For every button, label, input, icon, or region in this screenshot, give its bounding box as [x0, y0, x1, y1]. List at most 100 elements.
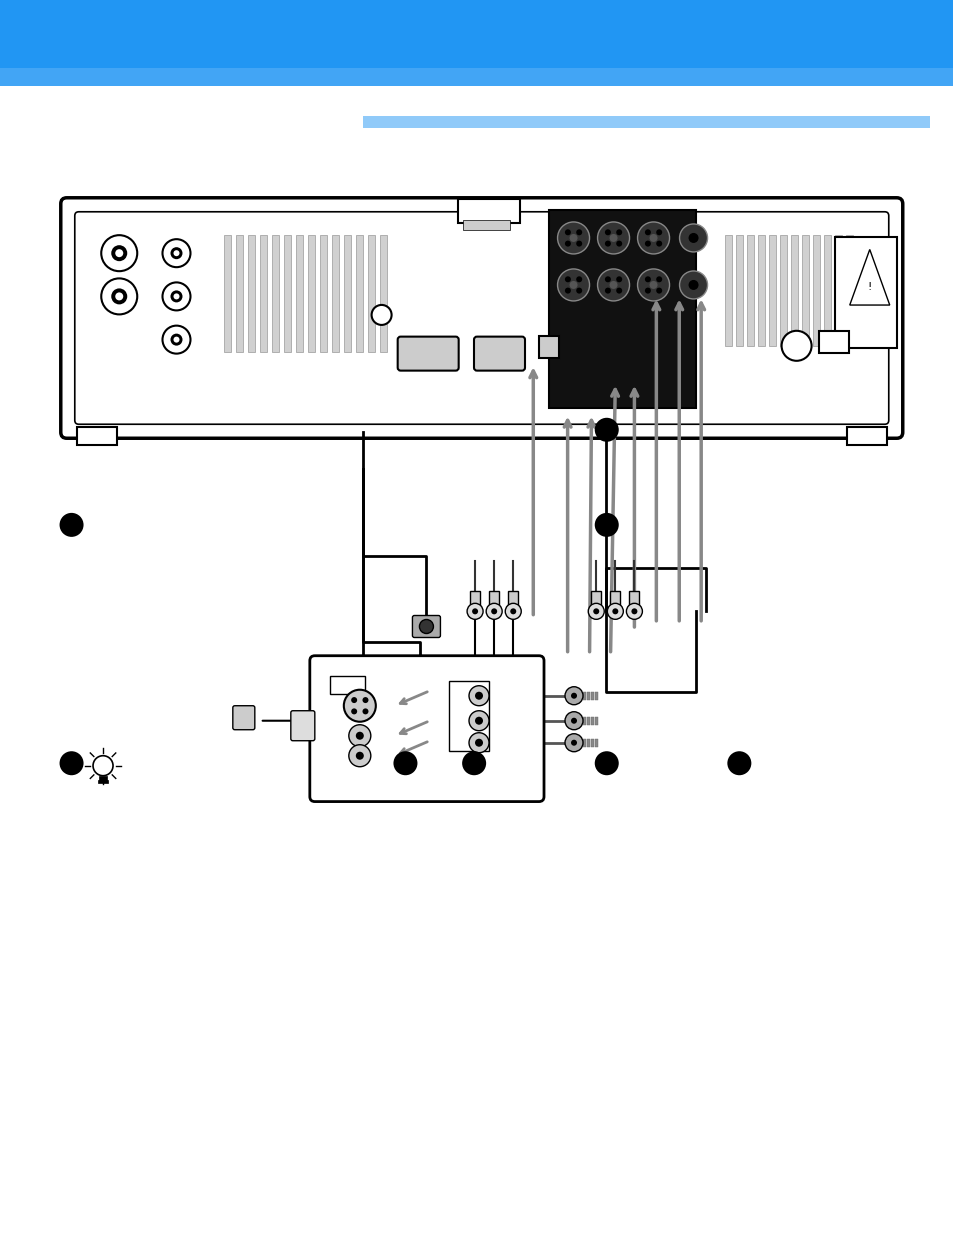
Circle shape: [571, 718, 577, 724]
Bar: [462, 220, 510, 230]
Bar: [332, 235, 339, 352]
Bar: [260, 235, 267, 352]
Circle shape: [564, 687, 582, 705]
Circle shape: [171, 247, 182, 259]
Circle shape: [101, 235, 137, 272]
Circle shape: [173, 337, 179, 342]
Bar: [380, 235, 387, 352]
Circle shape: [362, 697, 368, 703]
Circle shape: [576, 277, 581, 283]
Circle shape: [609, 280, 617, 289]
Circle shape: [510, 609, 516, 614]
Circle shape: [351, 697, 356, 703]
Circle shape: [612, 609, 618, 614]
Circle shape: [59, 513, 84, 537]
Circle shape: [557, 269, 589, 301]
Bar: [368, 235, 375, 352]
Circle shape: [571, 740, 577, 746]
Bar: [591, 592, 600, 611]
Circle shape: [644, 288, 650, 294]
Bar: [248, 235, 254, 352]
Bar: [272, 235, 279, 352]
Bar: [355, 235, 363, 352]
Circle shape: [616, 230, 621, 236]
Bar: [629, 592, 639, 611]
Circle shape: [349, 745, 371, 767]
Circle shape: [597, 269, 629, 301]
Circle shape: [112, 289, 127, 304]
Circle shape: [419, 620, 433, 634]
Circle shape: [469, 685, 489, 705]
Circle shape: [486, 604, 501, 619]
Circle shape: [649, 280, 657, 289]
Circle shape: [604, 241, 610, 247]
Circle shape: [564, 288, 570, 294]
Circle shape: [171, 333, 182, 346]
Bar: [591, 692, 594, 700]
Circle shape: [576, 288, 581, 294]
Circle shape: [173, 294, 179, 299]
Circle shape: [637, 222, 669, 254]
Circle shape: [469, 732, 489, 752]
Bar: [320, 235, 327, 352]
Bar: [98, 779, 108, 783]
Bar: [330, 676, 364, 694]
Bar: [586, 716, 589, 725]
Circle shape: [607, 604, 622, 619]
Circle shape: [173, 251, 179, 256]
Polygon shape: [849, 249, 889, 305]
Text: !: !: [866, 282, 871, 291]
Circle shape: [679, 224, 707, 252]
Circle shape: [564, 734, 582, 752]
FancyBboxPatch shape: [474, 337, 524, 370]
Circle shape: [604, 230, 610, 236]
Circle shape: [491, 609, 497, 614]
Bar: [595, 739, 598, 747]
Circle shape: [616, 277, 621, 283]
Bar: [595, 692, 598, 700]
Circle shape: [115, 293, 123, 300]
Circle shape: [593, 609, 598, 614]
Bar: [834, 235, 841, 346]
Circle shape: [475, 692, 482, 700]
Circle shape: [467, 604, 482, 619]
Bar: [586, 739, 589, 747]
Circle shape: [576, 230, 581, 236]
Circle shape: [472, 609, 477, 614]
Bar: [582, 739, 585, 747]
Circle shape: [393, 751, 417, 776]
Bar: [76, 427, 116, 446]
Bar: [818, 331, 847, 353]
Bar: [308, 235, 314, 352]
Circle shape: [362, 709, 368, 714]
Circle shape: [576, 241, 581, 247]
Bar: [823, 235, 830, 346]
Circle shape: [351, 709, 356, 714]
Bar: [746, 235, 753, 346]
Circle shape: [162, 326, 191, 353]
Circle shape: [564, 230, 570, 236]
Circle shape: [609, 233, 617, 242]
Bar: [538, 336, 558, 358]
Circle shape: [688, 280, 698, 290]
Circle shape: [475, 716, 482, 725]
Bar: [236, 235, 243, 352]
Circle shape: [726, 751, 751, 776]
FancyBboxPatch shape: [412, 615, 440, 637]
Circle shape: [679, 270, 707, 299]
FancyBboxPatch shape: [291, 710, 314, 741]
Bar: [758, 235, 764, 346]
Bar: [595, 716, 598, 725]
Bar: [582, 716, 585, 725]
FancyBboxPatch shape: [397, 337, 458, 370]
Circle shape: [355, 752, 363, 760]
Circle shape: [162, 283, 191, 310]
Bar: [724, 235, 731, 346]
Circle shape: [372, 305, 391, 325]
Bar: [586, 692, 589, 700]
Bar: [284, 235, 291, 352]
Bar: [295, 235, 303, 352]
Bar: [834, 237, 896, 348]
Circle shape: [649, 233, 657, 242]
Bar: [845, 235, 852, 346]
